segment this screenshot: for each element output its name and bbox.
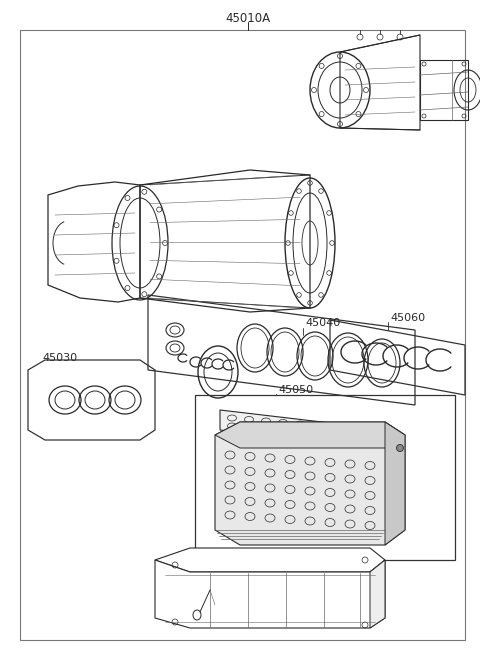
Text: 45030: 45030 [42, 353, 77, 363]
Polygon shape [370, 560, 385, 628]
Bar [195, 395, 455, 560]
Polygon shape [215, 422, 405, 545]
Text: 45040: 45040 [305, 318, 340, 328]
Polygon shape [155, 548, 385, 572]
Bar [420, 60, 468, 120]
Text: 45010A: 45010A [226, 12, 271, 24]
Polygon shape [385, 422, 405, 545]
Polygon shape [220, 410, 390, 450]
Polygon shape [155, 560, 385, 628]
Polygon shape [215, 422, 405, 448]
Text: 45050: 45050 [278, 385, 313, 395]
Text: 45060: 45060 [390, 313, 425, 323]
Ellipse shape [396, 445, 404, 451]
